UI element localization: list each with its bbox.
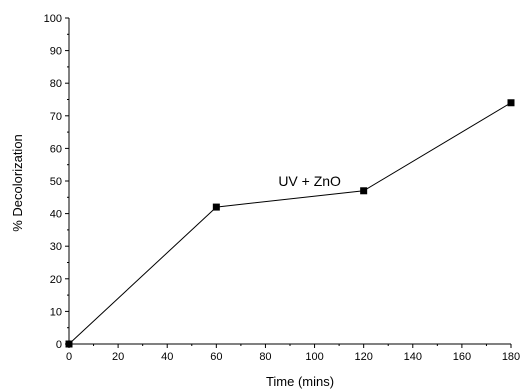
x-tick-label: 180	[502, 351, 520, 363]
y-tick-label: 0	[56, 339, 62, 351]
x-tick-label: 80	[259, 351, 271, 363]
annotations: UV + ZnO	[278, 173, 341, 189]
y-tick-label: 60	[50, 143, 62, 155]
data-point	[65, 340, 73, 348]
series-line	[68, 102, 512, 345]
x-tick-label: 20	[112, 351, 124, 363]
x-tick-label: 40	[161, 351, 173, 363]
x-tick-label: 0	[66, 351, 72, 363]
x-tick-label: 100	[305, 351, 323, 363]
y-tick-label: 40	[50, 209, 62, 221]
data-point	[360, 187, 368, 195]
y-tick-label: 30	[50, 241, 62, 253]
y-tick-label: 50	[50, 176, 62, 188]
series	[65, 99, 515, 348]
x-tick-label: 140	[404, 351, 422, 363]
x-tick-label: 160	[453, 351, 471, 363]
x-tick-label: 60	[210, 351, 222, 363]
x-tick-label: 120	[354, 351, 372, 363]
data-point	[212, 203, 220, 211]
y-tick-label: 90	[50, 46, 62, 58]
y-tick-label: 10	[50, 306, 62, 318]
y-axis-title: % Decolorization	[10, 134, 25, 232]
tick-labels: 0 20 40 60 80 100 120 140 160 180 0 10 20 30 40 50 60 70 8…	[44, 13, 521, 363]
y-tick-label: 80	[50, 78, 62, 90]
data-point	[507, 99, 515, 107]
y-tick-label: 70	[50, 111, 62, 123]
y-tick-label: 100	[44, 13, 62, 25]
annotation-label: UV + ZnO	[278, 173, 341, 189]
x-axis-title: Time (mins)	[266, 374, 334, 389]
y-tick-label: 20	[50, 274, 62, 286]
